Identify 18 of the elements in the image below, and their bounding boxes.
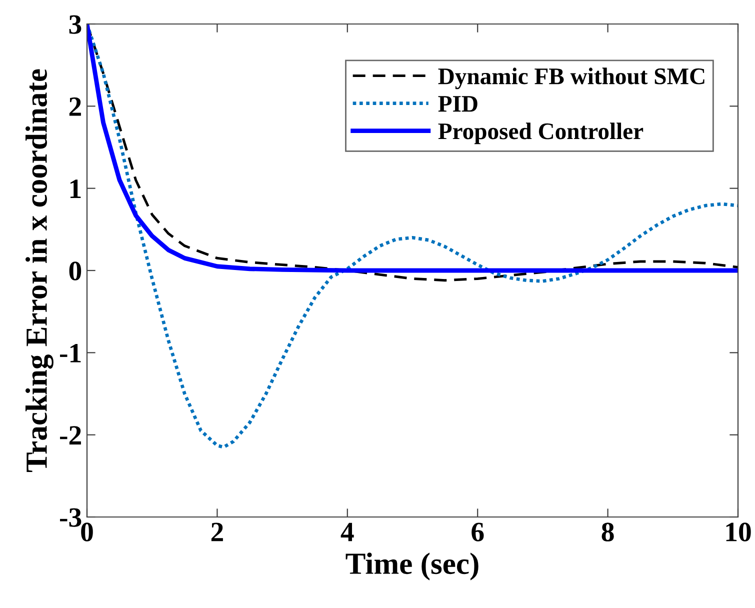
legend-label: Dynamic FB without SMC <box>438 68 704 90</box>
y-tick-label: 3 <box>69 15 82 34</box>
legend-label: PID <box>438 96 478 112</box>
x-tick-label: 6 <box>472 522 484 542</box>
y-tick-label: -1 <box>60 344 81 362</box>
y-tick-label: 1 <box>70 180 81 198</box>
y-tick-label: -2 <box>60 426 81 444</box>
y-tick-label: 0 <box>69 262 82 280</box>
x-tick-label: 0 <box>81 522 93 542</box>
y-tick-label: -3 <box>60 508 82 527</box>
x-tick-label: 8 <box>602 522 614 542</box>
x-axis-title: Time (sec) <box>346 552 478 580</box>
x-tick-label: 4 <box>340 522 354 542</box>
x-tick-label: 10 <box>726 522 751 542</box>
legend-label: Proposed Controller <box>438 122 644 144</box>
x-tick-label: 2 <box>211 522 223 542</box>
y-tick-label: 2 <box>69 97 81 116</box>
y-axis-title: Tracking Error in x coordinate <box>25 69 54 472</box>
